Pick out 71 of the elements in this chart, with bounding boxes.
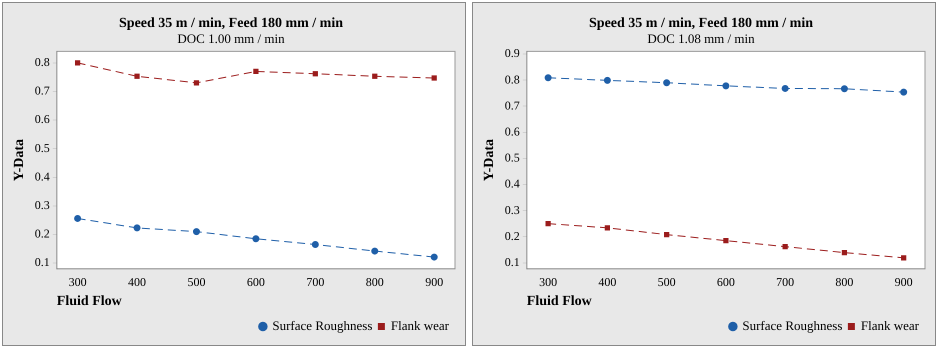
chart-subtitle: DOC 1.00 mm / min	[177, 31, 286, 46]
y-tick-label: 0.4	[504, 176, 520, 191]
point	[782, 84, 789, 92]
x-tick-label: 700	[776, 275, 794, 290]
y-tick-label: 0.8	[504, 72, 520, 86]
point	[253, 68, 259, 74]
legend-label: Flank wear	[860, 318, 920, 333]
y-axis-title: Y-Data	[12, 138, 28, 182]
y-axis-title: Y-Data	[482, 138, 498, 182]
point	[432, 75, 437, 81]
point	[900, 88, 908, 96]
x-tick-label: 700	[306, 275, 324, 290]
chart-title: Speed 35 m / min, Feed 180 mm / min	[119, 16, 344, 32]
point	[664, 232, 670, 238]
y-tick-label: 0.7	[504, 98, 520, 112]
x-tick-label: 500	[187, 275, 206, 290]
y-tick-label: 0.2	[504, 228, 520, 243]
point	[134, 224, 141, 232]
point	[430, 254, 438, 261]
point	[901, 255, 906, 260]
x-axis-title: Fluid Flow	[526, 294, 593, 310]
y-tick-label: 0.3	[34, 198, 50, 212]
point	[74, 214, 82, 222]
point	[723, 238, 729, 244]
x-tick-label: 600	[716, 275, 735, 290]
point	[192, 228, 200, 236]
x-tick-label: 500	[658, 275, 676, 290]
x-tick-label: 900	[425, 275, 444, 290]
y-tick-label: 0.6	[504, 124, 520, 138]
x-tick-label: 800	[835, 275, 854, 290]
x-tick-label: 900	[894, 275, 913, 290]
point	[134, 74, 140, 79]
point	[372, 74, 378, 79]
point	[840, 85, 848, 92]
point	[312, 71, 318, 76]
y-tick-label: 0.1	[34, 255, 50, 270]
y-tick-label: 0.9	[504, 46, 520, 60]
point	[663, 79, 670, 86]
point	[546, 221, 551, 226]
point	[252, 235, 260, 242]
x-tick-label: 400	[128, 275, 146, 290]
point	[604, 76, 611, 84]
point	[194, 80, 200, 86]
point	[74, 60, 80, 66]
point	[722, 82, 730, 90]
y-tick-label: 0.8	[34, 55, 50, 69]
y-tick-label: 0.3	[504, 202, 520, 217]
point	[842, 250, 848, 256]
y-tick-label: 0.2	[34, 226, 50, 241]
point	[312, 240, 319, 248]
point	[371, 248, 378, 255]
y-tick-label: 0.6	[34, 112, 50, 126]
x-tick-label: 800	[366, 275, 384, 290]
x-axis-title: Fluid Flow	[56, 294, 123, 310]
legend-label: Flank wear	[390, 318, 450, 333]
x-tick-label: 300	[539, 275, 558, 290]
chart-title: Speed 35 m / min, Feed 180 mm / min	[589, 16, 814, 32]
x-tick-label: 300	[68, 275, 87, 290]
point	[604, 225, 610, 230]
y-tick-label: 0.5	[504, 150, 520, 165]
chart-subtitle: DOC 1.08 mm / min	[647, 31, 756, 46]
point	[544, 74, 552, 82]
y-tick-label: 0.1	[504, 254, 520, 269]
y-tick-label: 0.5	[34, 140, 50, 155]
y-tick-label: 0.4	[34, 169, 50, 184]
legend-label: Surface Roughness	[272, 318, 372, 333]
point	[782, 244, 788, 250]
y-tick-label: 0.7	[34, 84, 50, 98]
x-tick-label: 400	[598, 275, 616, 290]
x-tick-label: 600	[246, 275, 265, 290]
legend-label: Surface Roughness	[742, 318, 842, 333]
